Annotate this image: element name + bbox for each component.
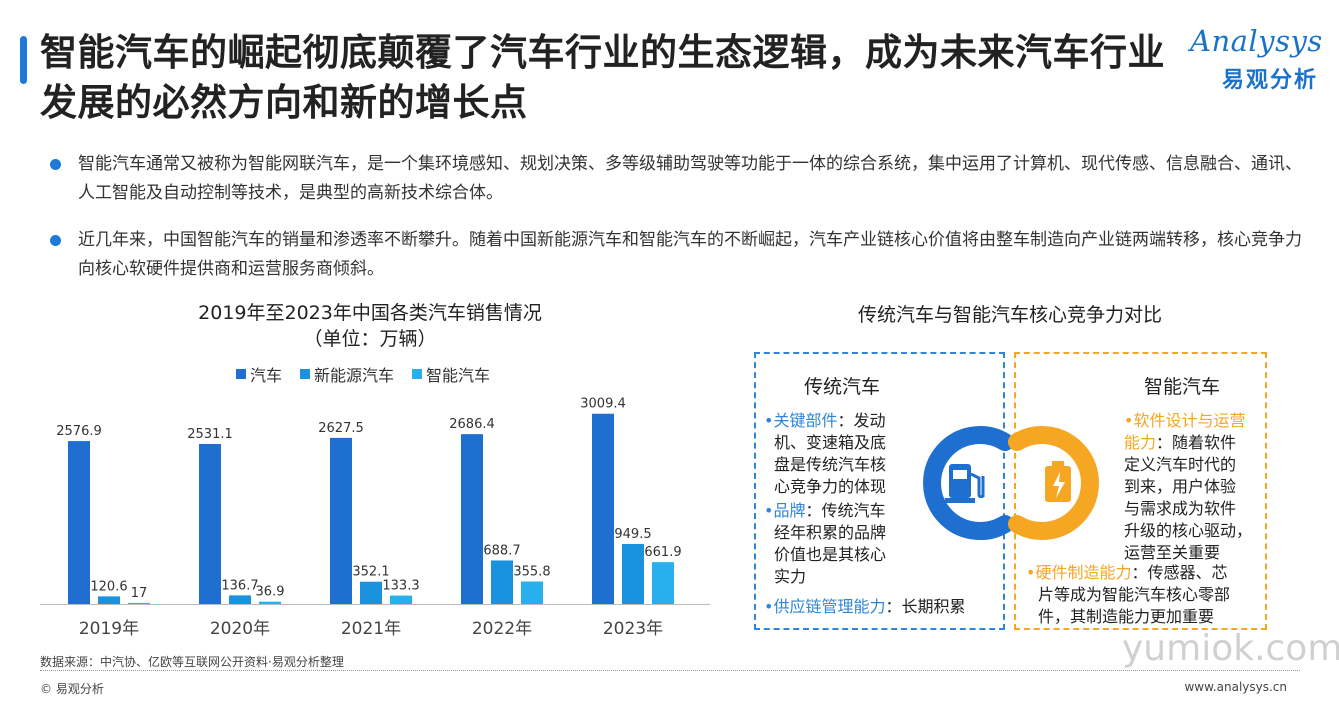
- smart-point-1: •软件设计与运营 能力：随着软件 定义汽车时代的 到来，用户体验 与需求成为软件…: [1124, 411, 1253, 562]
- copyright: © 易观分析: [40, 682, 104, 696]
- legend-label: 新能源汽车: [314, 366, 395, 385]
- bar-0-3: [461, 434, 483, 604]
- traditional-car-heading: 传统汽车: [804, 376, 881, 398]
- blue-arc: [923, 426, 1014, 540]
- bar-1-1: [229, 595, 251, 604]
- bullet-text: 智能汽车通常又被称为智能网联汽车，是一个集环境感知、规划决策、多等级辅助驾驶等功…: [78, 154, 1302, 203]
- bar-value-label: 133.3: [382, 579, 419, 594]
- x-tick-label: 2022年: [472, 619, 532, 639]
- chart-title-main: 2019年至2023年中国各类汽车销售情况: [198, 302, 542, 324]
- bar-value-label: 661.9: [644, 545, 681, 560]
- bar-1-0: [98, 596, 120, 604]
- legend-swatch: [412, 369, 423, 379]
- bar-value-label: 352.1: [352, 565, 389, 580]
- bar-value-label: 17: [131, 586, 148, 601]
- bar-value-label: 2576.9: [56, 424, 102, 439]
- bullet-item: 近几年来，中国智能汽车的销量和渗透率不断攀升。随着中国新能源汽车和智能汽车的不断…: [44, 226, 1314, 284]
- traditional-point-1: •关键部件：发动 机、变速箱及底 盘是传统汽车核 心竞争力的体现: [764, 411, 887, 496]
- bar-value-label: 688.7: [483, 543, 520, 558]
- bar-0-2: [330, 437, 352, 604]
- x-tick-label: 2020年: [210, 619, 270, 639]
- traditional-car-box: 传统汽车 •关键部件：发动 机、变速箱及底 盘是传统汽车核 心竞争力的体现 •品…: [754, 352, 1005, 630]
- legend-item-smart: 智能汽车: [412, 362, 490, 386]
- bar-1-3: [491, 560, 513, 604]
- chart-title: 2019年至2023年中国各类汽车销售情况 （单位：万辆）: [150, 300, 590, 352]
- x-tick-label: 2023年: [603, 619, 663, 639]
- logo-en-text: Analysys: [1190, 24, 1323, 58]
- bar-2-4: [652, 562, 674, 604]
- bar-0-4: [592, 413, 614, 604]
- bullet-text: 近几年来，中国智能汽车的销量和渗透率不断攀升。随着中国新能源汽车和智能汽车的不断…: [78, 230, 1302, 279]
- traditional-point-2: •品牌：传统汽车 经年积累的品牌 价值也是其核心 实力: [764, 501, 887, 586]
- bar-1-4: [622, 543, 644, 604]
- bar-value-label: 120.6: [90, 579, 127, 594]
- bar-value-label: 949.5: [614, 527, 651, 542]
- bar-1-2: [360, 581, 382, 604]
- data-source: 数据来源：中汽协、亿欧等互联网公开资料·易观分析整理: [40, 655, 344, 669]
- bar-value-label: 355.8: [513, 565, 550, 580]
- traditional-point-3: •供应链管理能力：长期积累: [764, 597, 966, 616]
- chart-legend: 汽车 新能源汽车 智能汽车: [236, 362, 490, 386]
- bullet-dot-icon: [50, 159, 61, 170]
- legend-swatch: [236, 369, 246, 379]
- bar-0-1: [199, 443, 221, 604]
- x-tick-label: 2019年: [79, 619, 139, 639]
- chart-subtitle: （单位：万辆）: [303, 328, 437, 350]
- bar-value-label: 2627.5: [318, 421, 364, 436]
- page-title: 智能汽车的崛起彻底颠覆了汽车行业的生态逻辑，成为未来汽车行业发展的必然方向和新的…: [40, 31, 1165, 124]
- bullet-item: 智能汽车通常又被称为智能网联汽车，是一个集环境感知、规划决策、多等级辅助驾驶等功…: [44, 150, 1314, 208]
- bar-value-label: 136.7: [221, 578, 258, 593]
- bar-value-label: 36.9: [256, 585, 285, 600]
- smart-car-heading: 智能汽车: [1144, 376, 1221, 398]
- comparison-title: 传统汽车与智能汽车核心竞争力对比: [857, 304, 1162, 326]
- smart-car-box: 智能汽车 •软件设计与运营 能力：随着软件 定义汽车时代的 到来，用户体验 与需…: [1014, 352, 1267, 630]
- legend-label: 汽车: [250, 366, 283, 385]
- x-tick-label: 2021年: [341, 619, 401, 639]
- logo-zh-text: 易观分析: [1222, 68, 1319, 93]
- analysys-logo: Analysys 易观分析: [1190, 24, 1330, 94]
- bullet-dot-icon: [50, 235, 61, 246]
- sales-bar-chart: 2576.9 120.6 17 2019年 2531.1 136.736.9 2020年 26…: [40, 397, 710, 639]
- bar-2-2: [390, 595, 412, 604]
- bar-2-3: [521, 581, 543, 604]
- footer-divider: [40, 670, 1300, 671]
- legend-label: 智能汽车: [426, 366, 491, 385]
- orange-arc: [1008, 426, 1099, 540]
- battery-charge-icon: [1045, 461, 1071, 502]
- legend-item-nev: 新能源汽车: [300, 362, 394, 386]
- bar-0-0: [68, 441, 90, 604]
- smart-point-2: •硬件制造能力：传感器、芯 片等成为智能汽车核心零部 件，其制造能力更加重要: [1026, 563, 1231, 626]
- bar-value-label: 2531.1: [187, 427, 233, 442]
- intro-bullets: 智能汽车通常又被称为智能网联汽车，是一个集环境感知、规划决策、多等级辅助驾驶等功…: [44, 150, 1314, 302]
- watermark: yumiok.com: [1122, 628, 1339, 669]
- bar-value-label: 2686.4: [449, 417, 495, 432]
- bar-2-0: [128, 602, 150, 604]
- infinity-connector: [923, 426, 1099, 540]
- website-link[interactable]: www.analysys.cn: [1184, 680, 1287, 694]
- bar-value-label: 3009.4: [580, 397, 626, 412]
- title-accent-bar: [20, 36, 27, 84]
- legend-swatch: [300, 369, 311, 379]
- fuel-pump-icon: [945, 464, 985, 503]
- bar-2-1: [259, 601, 281, 604]
- legend-item-car: 汽车: [236, 362, 282, 386]
